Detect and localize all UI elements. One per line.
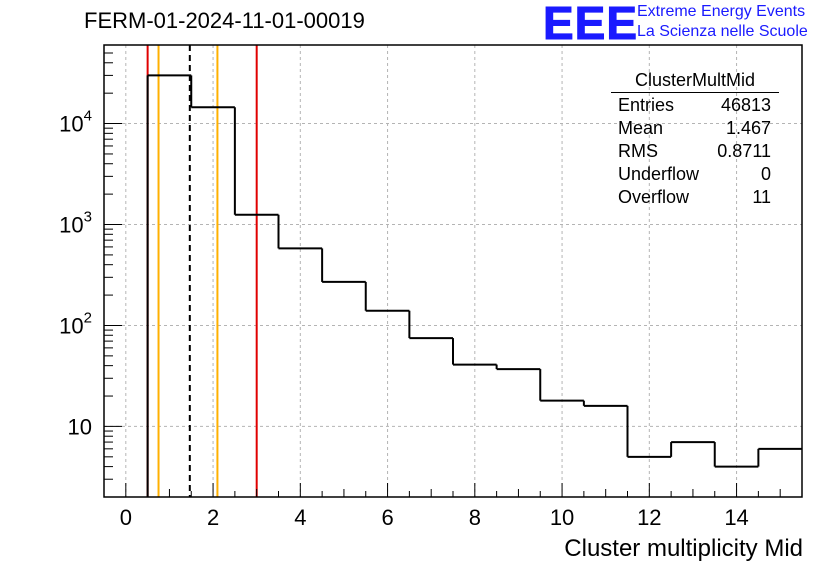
- stats-row-rms: RMS 0.8711: [611, 140, 779, 163]
- logo-subtitle-line2: La Scienza nelle Scuole: [637, 23, 808, 40]
- y-tick-label: 10: [68, 414, 92, 439]
- reference-lines-layer: [146, 45, 258, 497]
- x-tick-label: 12: [637, 505, 661, 530]
- axis-ticks-layer: 0 2 4 6 8 10 12 14 10 102 103 104: [59, 44, 781, 530]
- histogram-layer: [146, 74, 802, 497]
- grid-layer: [104, 45, 802, 497]
- stats-label: Underflow: [618, 164, 700, 184]
- stats-row-overflow: Overflow 11: [611, 186, 779, 209]
- stats-box: ClusterMultMid Entries 46813 Mean 1.467 …: [611, 70, 779, 209]
- stats-value: 0: [760, 164, 771, 184]
- x-tick-label: 14: [724, 505, 748, 530]
- stats-value: 46813: [720, 95, 771, 115]
- x-tick-label: 8: [469, 505, 481, 530]
- eee-logo: EEE: [542, 0, 639, 49]
- chart-title: FERM-01-2024-11-01-00019: [84, 8, 365, 33]
- x-tick-label: 4: [294, 505, 306, 530]
- x-tick-label: 10: [550, 505, 574, 530]
- stats-box-title: ClusterMultMid: [611, 70, 779, 93]
- stats-label: Entries: [618, 95, 675, 115]
- y-tick-label: 103: [59, 209, 92, 238]
- y-tick-label: 104: [59, 108, 92, 137]
- x-tick-label: 2: [207, 505, 219, 530]
- x-tick-label: 0: [120, 505, 132, 530]
- stats-label: Mean: [618, 118, 664, 138]
- stats-row-underflow: Underflow 0: [611, 163, 779, 186]
- stats-label: RMS: [618, 141, 658, 161]
- y-tick-label: 102: [59, 309, 92, 338]
- x-axis-label: Cluster multiplicity Mid: [564, 535, 803, 562]
- stats-value: 1.467: [725, 118, 771, 138]
- stats-label: Overflow: [618, 187, 690, 207]
- stats-value: 11: [752, 187, 771, 207]
- logo-subtitle-line1: Extreme Energy Events: [637, 3, 806, 20]
- x-tick-label: 6: [381, 505, 393, 530]
- stats-row-mean: Mean 1.467: [611, 117, 779, 140]
- stats-value: 0.8711: [717, 141, 771, 161]
- stats-row-entries: Entries 46813: [611, 94, 779, 117]
